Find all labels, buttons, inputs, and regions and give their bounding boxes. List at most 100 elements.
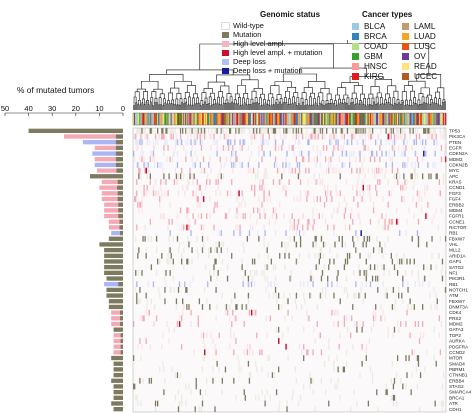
heatmap-cell — [149, 156, 151, 163]
heatmap-cell — [319, 247, 322, 254]
heatmap-cell — [255, 173, 257, 180]
heatmap-cell — [378, 247, 380, 254]
heatmap-cell — [275, 292, 278, 299]
percent-bar — [99, 242, 123, 247]
cancer-type-cell — [140, 113, 142, 125]
heatmap-cell — [167, 258, 169, 265]
cancer-type-cell — [207, 113, 209, 125]
cancer-type-cell — [329, 113, 331, 125]
cancer-type-cell — [136, 113, 138, 125]
dendrogram-branch — [304, 105, 306, 110]
heatmap-cell — [302, 213, 304, 219]
barplot-tick-label: 50 — [0, 104, 10, 113]
heatmap-cell — [369, 128, 372, 134]
heatmap-cell — [389, 156, 391, 163]
heatmap-cell — [323, 133, 326, 140]
cancer-type-legend-item: LAML — [402, 21, 448, 31]
heatmap-cell — [234, 292, 236, 299]
heatmap-cell — [157, 400, 159, 407]
cancer-type-cell — [148, 113, 150, 125]
heatmap-cell — [158, 287, 160, 293]
heatmap-cell — [404, 128, 406, 134]
heatmap-cell — [172, 128, 174, 134]
heatmap-cell — [293, 150, 295, 157]
heatmap-cell — [381, 247, 383, 254]
heatmap-cell — [169, 258, 171, 265]
heatmap-cell — [348, 224, 351, 231]
heatmap-cell — [278, 406, 280, 413]
gene-label: MDM2 — [449, 157, 463, 162]
dendrogram-branch — [444, 101, 446, 110]
heatmap-cell — [232, 309, 234, 316]
cancer-type-cell — [225, 113, 228, 125]
heatmap-cell — [328, 264, 330, 271]
dendrogram-branch — [237, 85, 246, 94]
cancer-type-cell — [190, 113, 192, 125]
heatmap-cell — [335, 167, 337, 174]
heatmap-cell — [227, 139, 230, 146]
heatmap-cell — [379, 156, 381, 163]
gene-label: CCNE1 — [449, 219, 465, 224]
dendrogram-branch — [387, 102, 390, 110]
dendrogram-branch — [158, 97, 162, 105]
heatmap-cell — [370, 326, 373, 333]
dendrogram-branch — [275, 102, 277, 110]
heatmap-cell — [359, 156, 361, 163]
heatmap-cell — [319, 150, 322, 157]
dendrogram-branch — [216, 102, 219, 110]
heatmap-cell — [209, 133, 211, 140]
heatmap-cell — [279, 400, 281, 407]
legend-label: OV — [414, 51, 426, 61]
heatmap-cell — [396, 179, 399, 185]
legend-swatch — [222, 31, 229, 38]
heatmap-cell — [178, 321, 181, 327]
heatmap-cell — [134, 383, 136, 390]
heatmap-cell — [159, 201, 161, 208]
legend-swatch — [402, 72, 409, 80]
heatmap-cell — [162, 213, 164, 219]
heatmap-cell — [285, 247, 287, 254]
dendrogram-branch — [279, 101, 281, 110]
heatmap-cell — [379, 145, 381, 151]
heatmap-cell — [137, 162, 139, 168]
heatmap-cell — [258, 145, 260, 151]
heatmap-cell — [287, 326, 289, 333]
heatmap-cell — [188, 241, 190, 248]
heatmap-cell — [371, 275, 374, 282]
heatmap-cell — [351, 133, 353, 140]
dendrogram-branch — [337, 87, 347, 96]
heatmap-cell — [287, 298, 289, 305]
heatmap-cell — [201, 139, 204, 146]
gene-label: ERBB4 — [449, 378, 465, 383]
cancer-type-cell — [264, 113, 266, 125]
dendrogram-branch — [352, 101, 354, 110]
heatmap-cell — [235, 304, 237, 310]
heatmap-cell — [307, 139, 309, 146]
heatmap-cell — [261, 184, 263, 191]
heatmap-cell — [203, 133, 206, 140]
heatmap-cell — [200, 224, 203, 231]
heatmap-cell — [370, 133, 373, 140]
cancer-types-legend: Cancer types BLCA LAML BRCA LUAD COAD LUSC GBM… — [352, 10, 448, 81]
dendrogram-branch — [351, 92, 357, 99]
heatmap-cell — [274, 128, 277, 134]
heatmap-cell — [307, 190, 309, 197]
heatmap-cell — [382, 309, 384, 316]
heatmap-cell — [308, 190, 310, 197]
heatmap-cell — [230, 326, 232, 333]
cancer-type-cell — [238, 113, 240, 125]
heatmap-cell — [152, 184, 155, 191]
heatmap-cell — [168, 326, 170, 333]
cancer-type-cell — [278, 113, 280, 125]
heatmap-cell — [295, 292, 298, 299]
heatmap-cell — [395, 372, 398, 379]
dendrogram-branch — [243, 102, 246, 110]
heatmap-cell — [338, 343, 340, 350]
heatmap-cell — [417, 235, 420, 242]
heatmap-cell — [320, 275, 323, 282]
heatmap-cell — [159, 258, 161, 265]
heatmap-cell — [241, 145, 243, 151]
cancer-type-cell — [239, 113, 241, 125]
heatmap-cell — [232, 150, 234, 157]
heatmap-cell — [294, 241, 297, 248]
